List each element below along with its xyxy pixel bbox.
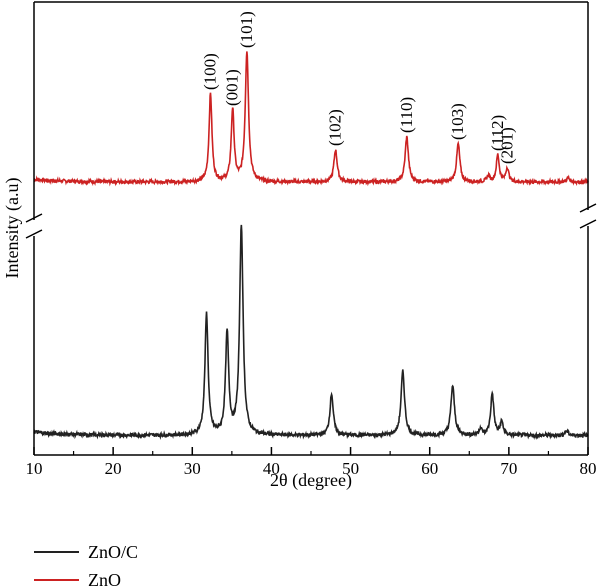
- series-line-zno-c: [33, 224, 589, 441]
- peak-label: (100): [200, 53, 219, 90]
- peak-label: (201): [497, 127, 516, 164]
- axis-break-left: [25, 213, 43, 239]
- legend-label-zno-c: ZnO/C: [88, 542, 138, 562]
- x-tick-label: 60: [421, 459, 438, 478]
- legend: ZnO/C ZnO: [34, 542, 138, 588]
- x-tick-label: 10: [26, 459, 43, 478]
- series-line-zno: [33, 51, 589, 187]
- x-tick-label: 80: [580, 459, 597, 478]
- y-axis-title: Intensity (a.u): [2, 178, 23, 279]
- peak-label: (102): [326, 109, 345, 146]
- x-axis-title: 2θ (degree): [270, 470, 352, 491]
- x-tick-label: 30: [184, 459, 201, 478]
- peak-label: (103): [448, 103, 467, 140]
- peak-label: (101): [237, 11, 256, 48]
- axis-break-right: [579, 203, 597, 229]
- peak-label: (112): [488, 115, 507, 151]
- x-tick-label: 40: [263, 459, 280, 478]
- x-tick-label: 70: [500, 459, 517, 478]
- peak-label: (001): [223, 69, 242, 106]
- x-tick-label: 20: [105, 459, 122, 478]
- axes-frame: [33, 1, 589, 456]
- peak-label: (110): [397, 97, 416, 133]
- legend-label-zno: ZnO: [88, 570, 121, 588]
- x-tick-label: 50: [342, 459, 359, 478]
